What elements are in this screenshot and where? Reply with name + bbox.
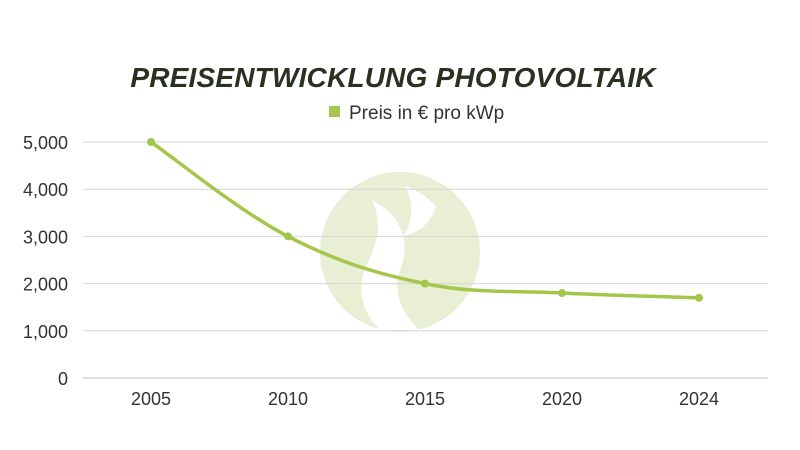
data-point — [284, 232, 292, 241]
legend-label: Preis in € pro kWp — [349, 103, 504, 124]
series-layer — [147, 138, 703, 302]
legend-swatch — [329, 106, 340, 117]
x-tick-label: 2024 — [679, 389, 719, 409]
data-point — [147, 138, 155, 146]
grid-lines — [83, 141, 768, 379]
flame-logo-icon — [320, 172, 480, 332]
data-point — [421, 279, 429, 288]
x-tick-label: 2005 — [131, 389, 171, 409]
x-tick-label: 2010 — [268, 389, 308, 409]
data-point — [558, 289, 566, 298]
x-axis-tick-labels: 2005 2010 2015 2020 2024 — [131, 389, 719, 409]
data-point — [695, 293, 703, 302]
y-tick-label: 0 — [58, 369, 68, 389]
x-tick-label: 2015 — [405, 389, 445, 409]
y-tick-label: 3,000 — [23, 227, 68, 247]
x-tick-label: 2020 — [542, 389, 582, 409]
y-tick-label: 5,000 — [23, 133, 68, 153]
chart-title: PREISENTWICKLUNG PHOTOVOLTAIK — [130, 62, 657, 93]
y-tick-label: 1,000 — [23, 322, 68, 342]
watermark-flame — [361, 200, 420, 330]
legend: Preis in € pro kWp — [329, 103, 504, 124]
y-tick-label: 2,000 — [23, 275, 68, 295]
y-axis-tick-labels: 0 1,000 2,000 3,000 4,000 5,000 — [23, 133, 68, 389]
watermark-flame-inner — [404, 186, 436, 236]
y-tick-label: 4,000 — [23, 180, 68, 200]
